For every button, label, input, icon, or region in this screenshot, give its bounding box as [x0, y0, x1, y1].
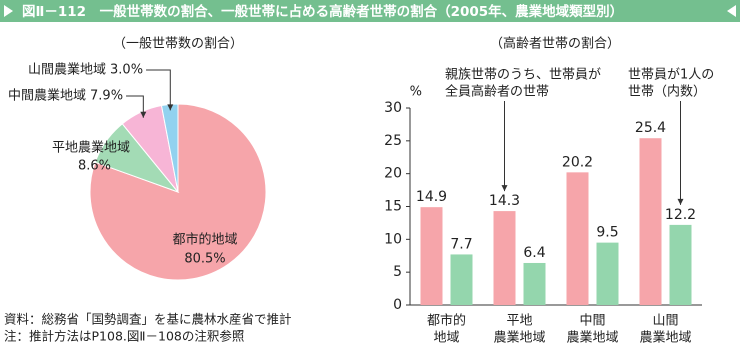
bar [493, 211, 516, 305]
y-tick-label: 15 [384, 199, 402, 215]
y-axis-label: % [410, 85, 422, 100]
pie-label: 山間農業地域 [28, 62, 106, 78]
bar-value-label: 7.7 [450, 236, 472, 252]
bar [523, 262, 546, 305]
bar-value-label: 20.2 [562, 154, 593, 170]
x-tick-label: 農業地域 [493, 330, 545, 346]
y-tick-label: 25 [384, 133, 402, 149]
leader-line [126, 95, 144, 118]
bar [566, 172, 589, 305]
series-annotation: 世帯員が1人の [628, 68, 714, 83]
bar-value-label: 14.3 [489, 193, 520, 209]
y-tick-label: 0 [393, 297, 402, 313]
annotation-arrow [677, 198, 684, 205]
x-tick-label: 平地 [506, 314, 532, 329]
method-note: 注：推計方法はP108.図Ⅱ－108の注釈参照 [4, 329, 244, 344]
bar-value-label: 14.9 [416, 189, 447, 205]
bar [420, 207, 443, 305]
leader-line [146, 69, 171, 111]
pie-value-label: 80.5% [184, 252, 225, 267]
leader-arrow [167, 104, 174, 111]
pie-label: 都市的地域 [172, 232, 237, 248]
x-tick-label: 農業地域 [639, 330, 691, 346]
pie-subtitle: （一般世帯数の割合） [113, 36, 243, 52]
x-tick-label: 地域 [433, 331, 459, 346]
series-annotation: 世帯（内数） [628, 84, 706, 100]
bar [450, 254, 473, 305]
bar-value-label: 9.5 [596, 225, 618, 241]
pie-slice [89, 103, 267, 281]
x-tick-label: 農業地域 [566, 330, 618, 346]
x-tick-label: 山間 [652, 314, 678, 329]
title-marker [727, 5, 736, 17]
leader-arrow [140, 111, 147, 118]
pie-value-label: 7.9% [90, 89, 123, 104]
title-marker [4, 5, 13, 17]
y-tick-label: 10 [384, 231, 402, 247]
series-annotation: 全員高齢者の世帯 [445, 84, 549, 100]
pie-label: 平地農業地域 [52, 140, 130, 156]
source-note: 資料：総務省「国勢調査」を基に農林水産省で推計 [4, 312, 292, 327]
pie-value-label: 3.0% [110, 63, 143, 78]
chart-title: 図Ⅱ－112 一般世帯数の割合、一般世帯に占める高齢者世帯の割合（2005年、農… [22, 3, 623, 20]
pie-value-label: 8.6% [78, 159, 111, 174]
bar-subtitle: （高齢者世帯の割合） [490, 36, 620, 52]
x-tick-label: 都市的 [427, 313, 466, 329]
title-bar [0, 0, 740, 22]
bar [669, 224, 692, 305]
bar-value-label: 12.2 [665, 207, 696, 223]
bar [639, 138, 662, 305]
bar [596, 242, 619, 305]
bar-value-label: 25.4 [635, 120, 666, 136]
y-tick-label: 5 [393, 264, 402, 280]
series-annotation: 親族世帯のうち、世帯員が [445, 67, 601, 83]
pie-label: 中間農業地域 [8, 88, 86, 104]
y-tick-label: 20 [384, 166, 402, 182]
y-tick-label: 30 [384, 100, 402, 116]
x-tick-label: 中間 [579, 314, 605, 329]
bar-value-label: 6.4 [523, 245, 545, 261]
annotation-arrow [501, 185, 508, 192]
